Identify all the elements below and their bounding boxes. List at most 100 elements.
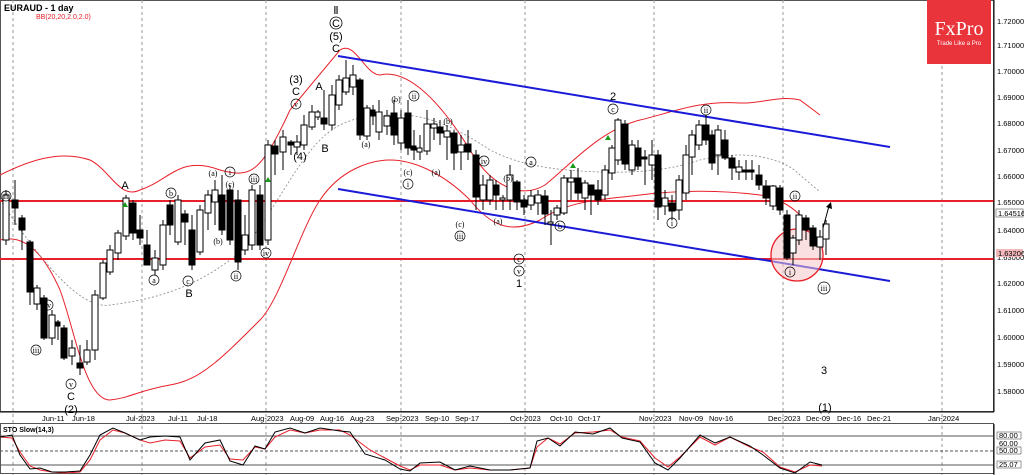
svg-text:1.69000: 1.69000 <box>997 93 1024 102</box>
svg-text:Jun-18: Jun-18 <box>72 414 95 423</box>
svg-text:Dec-21: Dec-21 <box>867 414 891 423</box>
svg-text:(a): (a) <box>432 168 441 177</box>
svg-text:1.65000: 1.65000 <box>997 198 1024 207</box>
svg-text:1.64000: 1.64000 <box>997 226 1024 235</box>
svg-text:Ⅱ: Ⅱ <box>333 5 338 17</box>
svg-text:iv: iv <box>263 249 269 258</box>
svg-text:Nov-2023: Nov-2023 <box>639 414 672 423</box>
svg-text:i: i <box>671 219 674 228</box>
svg-text:v: v <box>294 100 298 109</box>
svg-text:ii: ii <box>4 192 9 201</box>
time-axis: Jun-11 Jun-18 Jul-2023 Jul-11 Jul-18 Aug… <box>42 414 959 423</box>
svg-text:(4): (4) <box>293 151 306 163</box>
svg-text:B: B <box>185 288 192 300</box>
svg-text:iii: iii <box>821 284 828 293</box>
bollinger-middle <box>0 114 821 306</box>
svg-text:3: 3 <box>821 365 827 377</box>
svg-text:b: b <box>169 189 173 198</box>
svg-text:a: a <box>529 158 533 167</box>
svg-text:iv: iv <box>481 157 487 166</box>
svg-text:i: i <box>789 268 792 277</box>
svg-text:1.62000: 1.62000 <box>997 279 1024 288</box>
svg-text:Sep-10: Sep-10 <box>425 414 449 423</box>
svg-text:Jul-11: Jul-11 <box>168 414 188 423</box>
svg-text:v: v <box>69 380 73 389</box>
svg-text:Jul-2023: Jul-2023 <box>126 414 155 423</box>
svg-text:(5): (5) <box>329 31 342 43</box>
svg-text:iii: iii <box>33 346 40 355</box>
svg-text:1.71000: 1.71000 <box>997 41 1024 50</box>
projection-arrow <box>822 205 830 229</box>
main-plot-frame <box>0 0 994 412</box>
svg-text:iv: iv <box>45 301 51 310</box>
svg-text:Nov-16: Nov-16 <box>709 414 733 423</box>
svg-text:1.59000: 1.59000 <box>997 360 1024 369</box>
svg-text:Nov-09: Nov-09 <box>679 414 703 423</box>
svg-text:B: B <box>321 143 328 155</box>
svg-text:Aug-2023: Aug-2023 <box>251 414 284 423</box>
svg-text:80.00: 80.00 <box>999 431 1018 440</box>
current-price-tag <box>995 208 1024 218</box>
svg-text:Oct-10: Oct-10 <box>550 414 573 423</box>
svg-text:(b): (b) <box>443 117 453 126</box>
svg-text:C: C <box>332 43 340 55</box>
bollinger-lower <box>0 159 801 401</box>
wave-labels: Ⅱ C (5) C (3) C v (4) A B A B C (2) v ii… <box>0 5 832 416</box>
svg-text:1.61000: 1.61000 <box>997 306 1024 315</box>
svg-text:(c): (c) <box>226 180 235 189</box>
svg-text:a: a <box>152 276 156 285</box>
svg-text:C: C <box>332 18 340 30</box>
svg-text:iii: iii <box>457 232 464 241</box>
svg-text:1: 1 <box>516 278 522 290</box>
svg-text:(1): (1) <box>818 402 831 414</box>
svg-text:(b): (b) <box>503 174 513 183</box>
svg-text:(b): (b) <box>213 237 223 246</box>
svg-text:(2): (2) <box>64 404 77 416</box>
svg-text:c: c <box>517 255 521 264</box>
svg-text:iii: iii <box>251 175 258 184</box>
svg-text:i: i <box>407 180 410 189</box>
svg-text:c: c <box>611 105 615 114</box>
svg-text:1.64516: 1.64516 <box>998 209 1024 218</box>
svg-text:(a): (a) <box>209 169 218 178</box>
svg-text:(c): (c) <box>456 220 465 229</box>
oscillator-frame <box>0 423 994 474</box>
svg-text:ii: ii <box>234 272 239 281</box>
svg-text:A: A <box>121 180 129 192</box>
svg-text:ii: ii <box>793 192 798 201</box>
price-axis: 1.72000 1.71000 1.70000 1.69000 1.68000 … <box>997 17 1024 396</box>
month-gridlines <box>12 0 943 475</box>
svg-text:ii: ii <box>704 106 709 115</box>
logo-tagline: Trade Like a Pro <box>936 41 982 47</box>
oscillator-label: STO Slow(14,3) <box>3 427 54 434</box>
svg-text:C: C <box>67 391 75 403</box>
svg-text:25.07: 25.07 <box>999 460 1018 469</box>
bollinger-upper <box>0 47 821 193</box>
svg-text:1.58000: 1.58000 <box>997 387 1024 396</box>
svg-text:(c): (c) <box>404 168 413 177</box>
svg-text:1.70000: 1.70000 <box>997 67 1024 76</box>
svg-text:(a): (a) <box>494 217 503 226</box>
chart-title: EURAUD - 1 day <box>4 3 74 13</box>
svg-text:1.60000: 1.60000 <box>997 333 1024 342</box>
svg-text:Sep-17: Sep-17 <box>455 414 479 423</box>
channel-upper-line <box>337 55 891 148</box>
arrow-head-icon <box>826 202 832 209</box>
svg-text:C: C <box>292 86 300 98</box>
logo-brand: FxPro <box>934 18 984 40</box>
indicator-label: BB(20,20,2.0,2.0) <box>36 14 91 21</box>
svg-text:1.72000: 1.72000 <box>997 17 1024 26</box>
svg-text:i: i <box>229 168 232 177</box>
svg-text:1.67000: 1.67000 <box>997 146 1024 155</box>
svg-text:Oct-2023: Oct-2023 <box>510 414 541 423</box>
svg-text:ii: ii <box>412 92 417 101</box>
svg-text:Aug-16: Aug-16 <box>320 414 344 423</box>
oscillator-axis: 80.00 60.00 50.00 25.07 <box>996 431 1022 469</box>
svg-text:1.66000: 1.66000 <box>997 172 1024 181</box>
svg-text:Dec-16: Dec-16 <box>837 414 861 423</box>
svg-text:(3): (3) <box>289 74 302 86</box>
svg-text:1.63000: 1.63000 <box>997 253 1024 262</box>
svg-text:Aug-09: Aug-09 <box>290 414 314 423</box>
svg-text:Dec-09: Dec-09 <box>806 414 830 423</box>
